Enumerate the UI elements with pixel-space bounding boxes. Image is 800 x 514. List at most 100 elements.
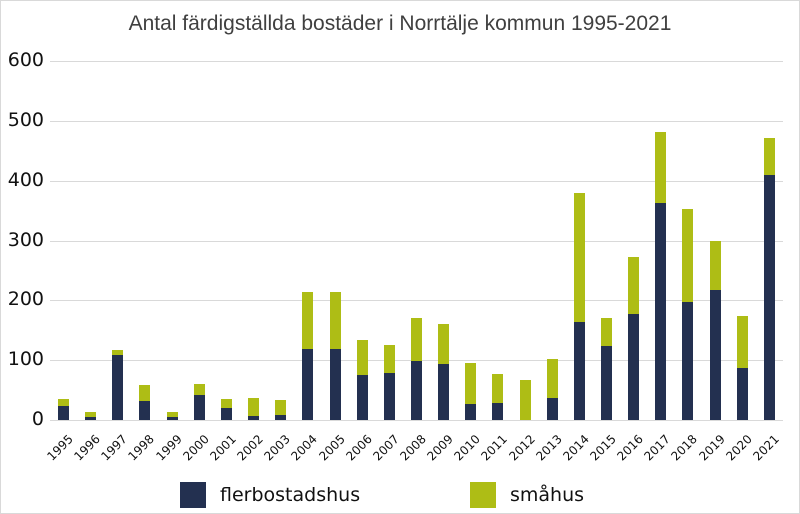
bar-2006 [356,339,368,420]
bar-1995 [58,399,69,420]
bar-segment-flerbostadshus [248,415,260,420]
bar-segment-flerbostadshus [736,367,748,420]
bar-segment-smahus [58,399,69,407]
bar-2008 [410,317,422,420]
bar-segment-smahus [329,291,341,350]
gridline [50,420,783,421]
bar-segment-flerbostadshus [438,363,450,420]
bar-segment-flerbostadshus [655,203,667,420]
bar-segment-flerbostadshus [329,349,341,420]
bar-2000 [193,384,205,420]
bar-2014 [573,193,585,420]
bar-2007 [383,344,395,420]
bar-segment-smahus [166,412,178,417]
bar-2016 [628,257,640,420]
legend-swatch-flerbostadshus [180,482,206,508]
bar-2018 [682,209,694,420]
bar-segment-flerbostadshus [763,175,775,420]
bar-segment-smahus [112,349,124,356]
y-tick-label: 100 [7,348,44,371]
bar-segment-smahus [438,323,450,364]
bar-1997 [112,349,124,420]
bar-segment-flerbostadshus [58,406,69,420]
bar-1999 [166,412,178,420]
y-tick-label: 0 [31,408,44,430]
bar-2001 [220,399,232,420]
legend-label: småhus [510,484,585,506]
bar-segment-flerbostadshus [573,322,585,420]
bar-segment-flerbostadshus [628,314,640,420]
bar-2012 [519,379,531,420]
bar-segment-flerbostadshus [85,417,97,420]
bar-segment-smahus [248,398,260,416]
legend-swatch-smahus [470,482,496,508]
bar-segment-smahus [682,209,694,302]
bar-2003 [275,400,287,420]
bar-2017 [655,132,667,420]
bar-2004 [302,291,314,420]
bar-segment-smahus [220,399,232,409]
bar-2013 [546,358,558,420]
bar-segment-flerbostadshus [166,417,178,420]
bar-segment-flerbostadshus [112,355,124,420]
bar-segment-smahus [383,344,395,373]
bar-segment-smahus [546,358,558,399]
bar-2019 [709,240,721,420]
bar-segment-smahus [275,400,287,415]
bar-segment-smahus [356,339,368,376]
y-tick-label: 400 [7,168,44,191]
bar-segment-flerbostadshus [275,414,287,420]
y-tick-label: 500 [7,108,44,131]
bar-segment-smahus [519,379,531,420]
bar-segment-smahus [628,257,640,315]
bar-segment-smahus [492,373,504,403]
bar-segment-smahus [139,384,151,402]
legend-item-flerbostadshus: flerbostadshus [180,482,360,508]
bar-segment-flerbostadshus [193,395,205,420]
bar-segment-flerbostadshus [220,408,232,420]
bar-2005 [329,291,341,420]
gridline [50,240,783,242]
gridline [50,180,783,182]
bar-segment-smahus [736,315,748,368]
bar-segment-smahus [655,132,667,204]
bar-2020 [736,315,748,420]
y-tick-label: 300 [7,228,44,251]
gridline [50,120,783,122]
bar-2010 [465,363,477,420]
bar-1998 [139,384,151,420]
legend-item-smahus: småhus [470,482,584,508]
bar-2021 [763,138,775,420]
bar-segment-smahus [573,193,585,323]
y-tick-label: 600 [7,49,44,71]
bar-segment-smahus [763,138,775,176]
bar-segment-flerbostadshus [383,372,395,420]
gridline [50,61,783,62]
bar-segment-flerbostadshus [139,401,151,420]
bar-2009 [438,323,450,420]
bar-segment-flerbostadshus [601,346,612,420]
bar-segment-smahus [465,363,477,405]
chart-title: Antal färdigställda bostäder i Norrtälje… [128,12,672,35]
bar-segment-flerbostadshus [302,349,314,420]
bar-segment-flerbostadshus [546,398,558,420]
bar-segment-flerbostadshus [356,375,368,420]
bar-2011 [492,373,504,420]
bar-segment-smahus [85,412,97,417]
y-tick-label: 200 [7,288,44,311]
bar-2002 [248,398,260,420]
gridline [50,300,783,302]
bar-segment-smahus [302,291,314,350]
bar-segment-smahus [410,317,422,362]
bar-segment-smahus [193,384,205,396]
bar-segment-smahus [601,317,612,347]
bar-2015 [601,317,612,420]
legend-label: flerbostadshus [220,484,361,506]
bar-segment-smahus [709,240,721,291]
bar-segment-flerbostadshus [709,290,721,420]
bar-segment-flerbostadshus [492,402,504,420]
bar-segment-flerbostadshus [682,301,694,420]
bar-1996 [85,412,97,420]
bar-segment-flerbostadshus [410,361,422,420]
bar-segment-flerbostadshus [465,404,477,420]
